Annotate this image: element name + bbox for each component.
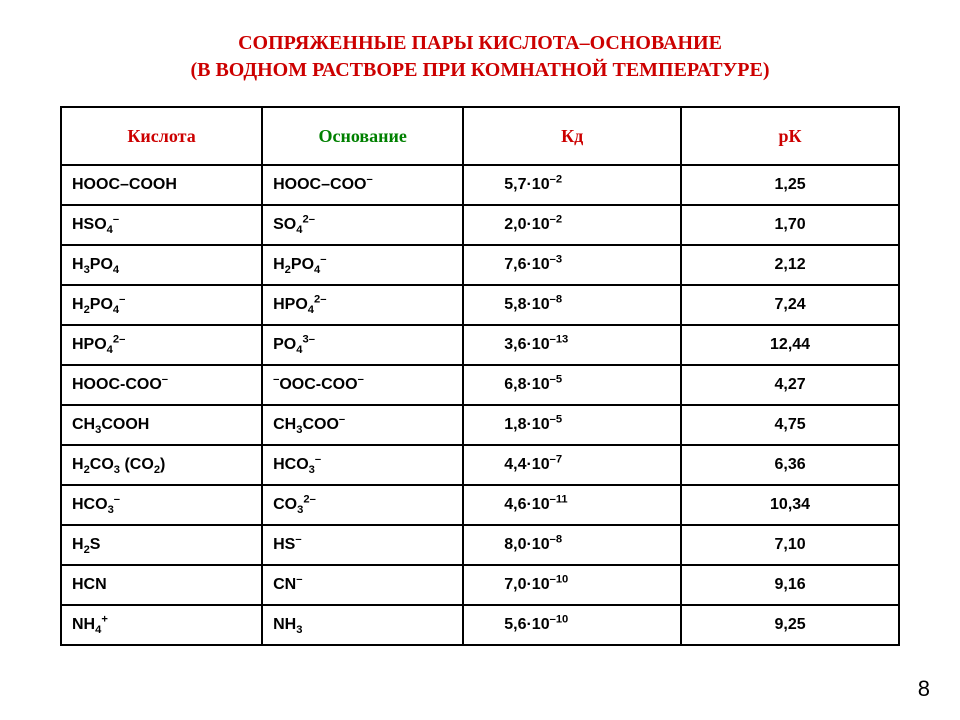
cell-acid: H2CO3 (CO2) — [61, 445, 262, 485]
cell-pk: 9,16 — [681, 565, 899, 605]
table-row: H3PO4H2PO4–7,6·10–32,12 — [61, 245, 899, 285]
cell-acid: H2PO4– — [61, 285, 262, 325]
header-base: Основание — [262, 107, 463, 165]
cell-base: CN– — [262, 565, 463, 605]
cell-base: HPO42– — [262, 285, 463, 325]
cell-acid: HCO3– — [61, 485, 262, 525]
cell-kd: 2,0·10–2 — [463, 205, 681, 245]
cell-base: CO32– — [262, 485, 463, 525]
table-row: HOOC–COOHHOOC–COO–5,7·10–21,25 — [61, 165, 899, 205]
cell-acid: HCN — [61, 565, 262, 605]
title-line-1: СОПРЯЖЕННЫЕ ПАРЫ КИСЛОТА–ОСНОВАНИЕ — [238, 32, 722, 54]
acid-base-table: Кислота Основание Кд рК HOOC–COOHHOOC–CO… — [60, 106, 900, 646]
table-row: HOOC-COO––OOC-COO–6,8·10–54,27 — [61, 365, 899, 405]
cell-base: PO43– — [262, 325, 463, 365]
cell-base: HCO3– — [262, 445, 463, 485]
table-header-row: Кислота Основание Кд рК — [61, 107, 899, 165]
table-body: HOOC–COOHHOOC–COO–5,7·10–21,25HSO4–SO42–… — [61, 165, 899, 645]
cell-kd: 5,7·10–2 — [463, 165, 681, 205]
cell-acid: HOOC–COOH — [61, 165, 262, 205]
cell-kd: 7,6·10–3 — [463, 245, 681, 285]
table-row: H2PO4–HPO42–5,8·10–87,24 — [61, 285, 899, 325]
cell-pk: 12,44 — [681, 325, 899, 365]
cell-kd: 6,8·10–5 — [463, 365, 681, 405]
cell-pk: 10,34 — [681, 485, 899, 525]
table-row: HCO3–CO32–4,6·10–1110,34 — [61, 485, 899, 525]
cell-kd: 4,6·10–11 — [463, 485, 681, 525]
cell-kd: 8,0·10–8 — [463, 525, 681, 565]
cell-pk: 7,10 — [681, 525, 899, 565]
cell-kd: 5,6·10–10 — [463, 605, 681, 645]
cell-kd: 7,0·10–10 — [463, 565, 681, 605]
cell-base: NH3 — [262, 605, 463, 645]
cell-pk: 7,24 — [681, 285, 899, 325]
cell-acid: HPO42– — [61, 325, 262, 365]
cell-acid: HOOC-COO– — [61, 365, 262, 405]
cell-kd: 1,8·10–5 — [463, 405, 681, 445]
title-line-2: (В ВОДНОМ РАСТВОРЕ ПРИ КОМНАТНОЙ ТЕМПЕРА… — [190, 59, 769, 81]
cell-base: H2PO4– — [262, 245, 463, 285]
slide-container: СОПРЯЖЕННЫЕ ПАРЫ КИСЛОТА–ОСНОВАНИЕ (В ВО… — [0, 0, 960, 646]
table-row: HCNCN–7,0·10–109,16 — [61, 565, 899, 605]
page-number: 8 — [918, 676, 930, 702]
table-row: H2CO3 (CO2)HCO3–4,4·10–76,36 — [61, 445, 899, 485]
cell-base: HS– — [262, 525, 463, 565]
table-row: H2SHS–8,0·10–87,10 — [61, 525, 899, 565]
cell-acid: H3PO4 — [61, 245, 262, 285]
cell-base: SO42– — [262, 205, 463, 245]
header-acid: Кислота — [61, 107, 262, 165]
cell-pk: 4,27 — [681, 365, 899, 405]
cell-pk: 2,12 — [681, 245, 899, 285]
cell-pk: 9,25 — [681, 605, 899, 645]
cell-kd: 3,6·10–13 — [463, 325, 681, 365]
cell-base: CH3COO– — [262, 405, 463, 445]
cell-base: HOOC–COO– — [262, 165, 463, 205]
header-pk: рК — [681, 107, 899, 165]
header-kd: Кд — [463, 107, 681, 165]
cell-pk: 6,36 — [681, 445, 899, 485]
cell-acid: HSO4– — [61, 205, 262, 245]
table-row: HSO4–SO42–2,0·10–21,70 — [61, 205, 899, 245]
table-row: NH4+NH35,6·10–109,25 — [61, 605, 899, 645]
slide-title: СОПРЯЖЕННЫЕ ПАРЫ КИСЛОТА–ОСНОВАНИЕ (В ВО… — [60, 30, 900, 84]
cell-base: –OOC-COO– — [262, 365, 463, 405]
cell-kd: 4,4·10–7 — [463, 445, 681, 485]
cell-pk: 4,75 — [681, 405, 899, 445]
table-row: CH3COOHCH3COO–1,8·10–54,75 — [61, 405, 899, 445]
cell-acid: NH4+ — [61, 605, 262, 645]
cell-pk: 1,70 — [681, 205, 899, 245]
cell-acid: H2S — [61, 525, 262, 565]
table-row: HPO42–PO43–3,6·10–1312,44 — [61, 325, 899, 365]
cell-kd: 5,8·10–8 — [463, 285, 681, 325]
cell-acid: CH3COOH — [61, 405, 262, 445]
cell-pk: 1,25 — [681, 165, 899, 205]
